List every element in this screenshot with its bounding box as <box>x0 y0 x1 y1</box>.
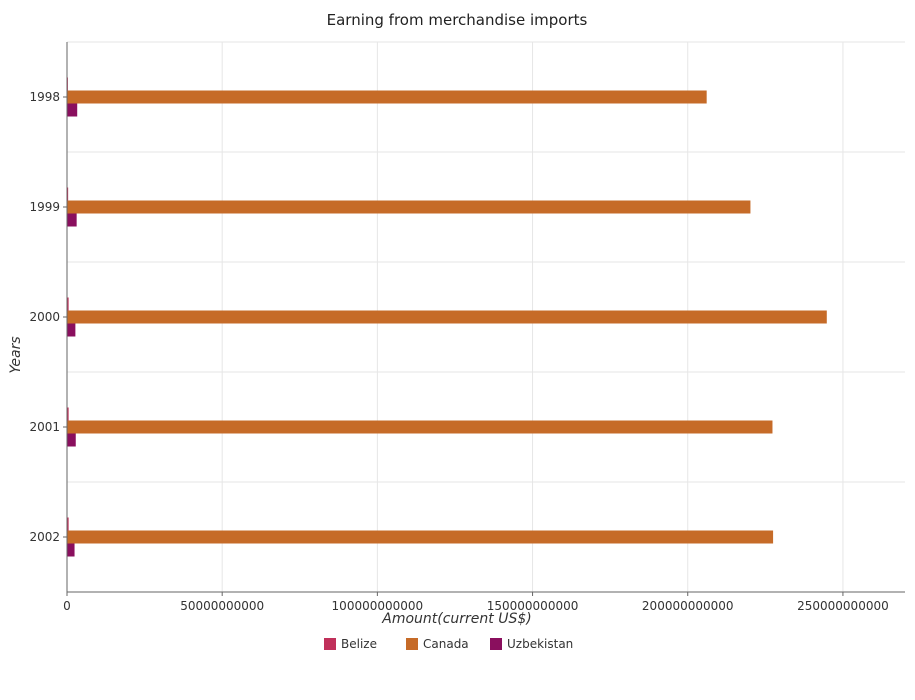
x-tick-label: 100000000000 <box>332 599 424 613</box>
bar-canada-1998 <box>67 90 707 104</box>
legend-label-canada: Canada <box>423 637 469 651</box>
legend-swatch-uzbekistan <box>490 638 502 650</box>
y-tick-label: 2001 <box>29 420 60 434</box>
bar-uzbekistan-2002 <box>67 543 75 557</box>
y-tick-label: 2000 <box>29 310 60 324</box>
x-tick-label: 0 <box>63 599 71 613</box>
bar-canada-2000 <box>67 310 827 324</box>
bar-belize-2002 <box>67 517 69 531</box>
legend-swatch-belize <box>324 638 336 650</box>
legend-label-belize: Belize <box>341 637 377 651</box>
bar-belize-2001 <box>67 407 69 421</box>
bar-uzbekistan-1998 <box>67 103 78 117</box>
x-axis-label: Amount(current US$) <box>381 611 532 627</box>
bar-uzbekistan-2001 <box>67 433 76 447</box>
x-tick-label: 50000000000 <box>180 599 264 613</box>
x-tick-label: 200000000000 <box>642 599 734 613</box>
y-tick-label: 1999 <box>29 200 60 214</box>
bar-uzbekistan-1999 <box>67 213 77 227</box>
chart-title: Earning from merchandise imports <box>327 11 588 29</box>
bar-belize-1999 <box>67 187 69 201</box>
x-tick-label: 250000000000 <box>797 599 889 613</box>
plot-area: 0 50000000000 100000000000 150000000000 2000… <box>29 41 905 613</box>
legend-label-uzbekistan: Uzbekistan <box>507 637 573 651</box>
bar-uzbekistan-2000 <box>67 323 76 337</box>
y-tick-label: 2002 <box>29 530 60 544</box>
bar-canada-2002 <box>67 530 774 544</box>
legend: Belize Canada Uzbekistan <box>324 637 573 651</box>
x-tick-label: 150000000000 <box>487 599 579 613</box>
bar-canada-2001 <box>67 420 773 434</box>
y-axis-label: Years <box>8 336 24 373</box>
bar-belize-2000 <box>67 297 69 311</box>
bar-canada-1999 <box>67 200 751 214</box>
legend-swatch-canada <box>406 638 418 650</box>
y-tick-label: 1998 <box>29 90 60 104</box>
